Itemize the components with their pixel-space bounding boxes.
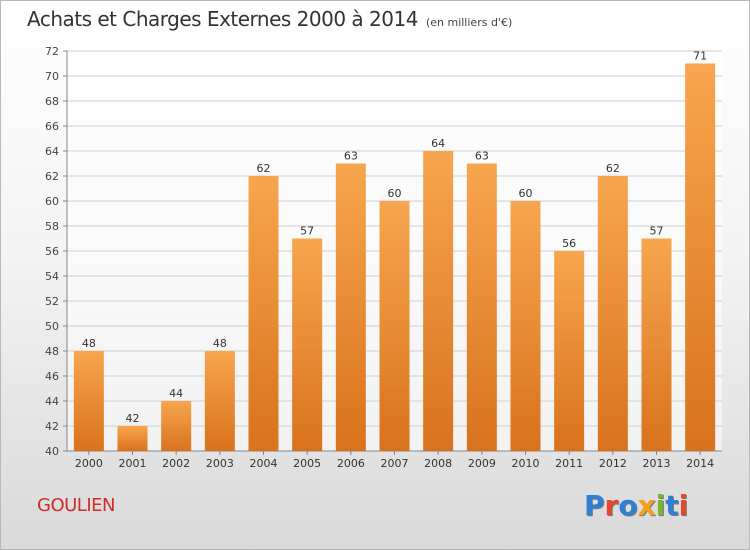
x-tick-label: 2013 [643, 457, 671, 470]
y-tick-label: 56 [45, 245, 59, 258]
bar-value-label: 60 [388, 187, 402, 200]
bar-value-label: 71 [693, 50, 707, 63]
y-tick-label: 54 [45, 270, 59, 283]
x-tick-label: 2008 [424, 457, 452, 470]
bar-value-label: 48 [213, 337, 227, 350]
bar [423, 151, 454, 451]
bar [597, 176, 628, 451]
bar [379, 201, 410, 451]
bar [73, 351, 104, 451]
x-tick-label: 2005 [293, 457, 321, 470]
bar-value-label: 63 [344, 150, 358, 163]
proxiti-logo: Proxiti [584, 489, 688, 522]
x-tick-label: 2012 [599, 457, 627, 470]
bar [292, 238, 323, 451]
bar [204, 351, 235, 451]
bar [510, 201, 541, 451]
x-tick-label: 2011 [555, 457, 583, 470]
y-tick-label: 62 [45, 170, 59, 183]
y-tick-label: 60 [45, 195, 59, 208]
chart-title: Achats et Charges Externes 2000 à 2014 (e… [27, 7, 512, 31]
commune-name: GOULIEN [37, 495, 115, 516]
bar-value-label: 60 [519, 187, 533, 200]
bar-value-label: 57 [300, 225, 314, 238]
bar-value-label: 63 [475, 150, 489, 163]
bar-value-label: 62 [606, 162, 620, 175]
bar-value-label: 48 [82, 337, 96, 350]
bar [641, 238, 672, 451]
logo-letter: r [604, 489, 619, 522]
bar-value-label: 64 [431, 137, 445, 150]
x-tick-label: 2004 [250, 457, 278, 470]
x-tick-label: 2009 [468, 457, 496, 470]
logo-letter: P [584, 489, 605, 522]
bar [335, 163, 366, 451]
bar [466, 163, 497, 451]
chart-subtitle: (en milliers d'€) [425, 16, 513, 29]
y-tick-label: 50 [45, 320, 59, 333]
y-tick-label: 44 [45, 395, 59, 408]
bar [117, 426, 148, 451]
y-tick-label: 72 [45, 45, 59, 58]
y-tick-label: 52 [45, 295, 59, 308]
x-tick-label: 2001 [119, 457, 147, 470]
y-tick-label: 68 [45, 95, 59, 108]
y-tick-label: 66 [45, 120, 59, 133]
y-tick-label: 58 [45, 220, 59, 233]
x-tick-label: 2002 [162, 457, 190, 470]
y-tick-label: 42 [45, 420, 59, 433]
bar [685, 63, 716, 451]
x-tick-label: 2007 [381, 457, 409, 470]
bar-value-label: 57 [650, 225, 664, 238]
logo-letter: i [678, 489, 689, 522]
bar [248, 176, 279, 451]
bar-value-label: 44 [169, 387, 183, 400]
bar-value-label: 62 [257, 162, 271, 175]
bar-value-label: 56 [562, 237, 576, 250]
y-tick-label: 40 [45, 445, 59, 458]
bar [161, 401, 192, 451]
y-tick-label: 64 [45, 145, 59, 158]
x-tick-label: 2010 [512, 457, 540, 470]
y-tick-label: 48 [45, 345, 59, 358]
y-tick-label: 70 [45, 70, 59, 83]
logo-letter: x [637, 489, 656, 522]
logo-letter: i [655, 489, 666, 522]
logo-letter: t [665, 489, 679, 522]
chart-title-text: Achats et Charges Externes 2000 à 2014 [27, 7, 418, 31]
logo-letter: o [618, 489, 638, 522]
bar [554, 251, 585, 451]
y-tick-label: 46 [45, 370, 59, 383]
x-tick-label: 2003 [206, 457, 234, 470]
x-tick-label: 2000 [75, 457, 103, 470]
x-tick-label: 2014 [686, 457, 714, 470]
bar-value-label: 42 [126, 412, 140, 425]
x-tick-label: 2006 [337, 457, 365, 470]
